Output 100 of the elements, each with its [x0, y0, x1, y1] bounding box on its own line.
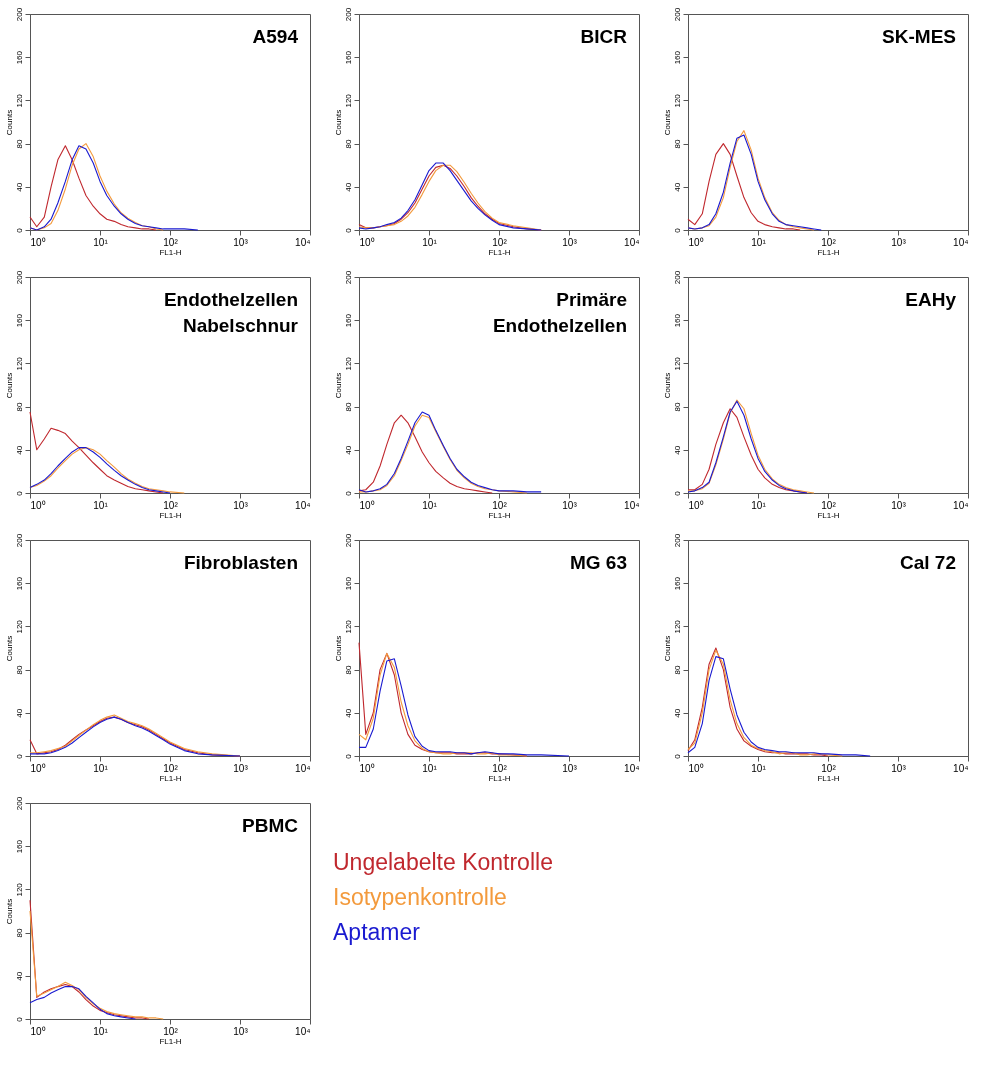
x-tick-label: 10⁴	[295, 1025, 311, 1037]
y-tick-label: 120	[14, 93, 24, 108]
x-tick-label: 10³	[233, 236, 249, 248]
y-tick-label: 80	[343, 402, 353, 412]
text: Aptamer	[333, 919, 421, 945]
x-tick-label: 10⁰	[30, 499, 46, 511]
y-tick-label: 40	[14, 708, 24, 718]
text: BICR	[580, 26, 628, 47]
x-tick-label: 10³	[891, 762, 907, 774]
y-tick-label: 80	[14, 665, 24, 675]
line-series	[687, 143, 801, 231]
y-axis-title: Counts	[4, 635, 14, 662]
y-tick-label: 160	[343, 576, 353, 591]
x-tick-label: 10⁴	[953, 499, 969, 511]
y-tick-label: 40	[14, 971, 24, 981]
y-tick-label: 80	[343, 665, 353, 675]
text: PBMC	[242, 815, 299, 836]
x-tick-label: 10⁰	[30, 236, 46, 248]
y-axis-title: Counts	[662, 372, 672, 399]
text: Endothelzellen Nabelschnur	[163, 289, 299, 336]
x-axis-title: FL1-H	[488, 510, 511, 520]
y-tick-label: 120	[672, 93, 682, 108]
x-tick-label: 10⁴	[624, 236, 640, 248]
line-series	[29, 411, 164, 494]
x-tick-label: 10¹	[422, 499, 438, 511]
text: SK-MES	[882, 26, 956, 47]
y-tick-label: 120	[14, 356, 24, 371]
y-tick-label: 200	[14, 796, 24, 811]
y-tick-label: 40	[14, 182, 24, 192]
text: Primäre Endothelzellen	[492, 289, 627, 336]
y-tick-label: 80	[14, 139, 24, 149]
x-axis-title: FL1-H	[817, 510, 840, 520]
y-axis-title: Counts	[4, 109, 14, 136]
x-tick-label: 10¹	[751, 499, 767, 511]
x-tick-label: 10²	[163, 499, 179, 511]
y-tick-label: 80	[343, 139, 353, 149]
y-tick-label: 0	[14, 753, 24, 759]
x-tick-label: 10¹	[93, 499, 109, 511]
x-axis-title: FL1-H	[488, 773, 511, 783]
x-tick-label: 10⁰	[359, 499, 375, 511]
text: Isotypenkontrolle	[333, 884, 507, 910]
x-tick-label: 10⁴	[624, 499, 640, 511]
x-tick-label: 10³	[562, 499, 578, 511]
y-tick-label: 200	[14, 533, 24, 548]
x-tick-label: 10⁰	[688, 499, 704, 511]
y-axis-title: Counts	[333, 372, 343, 399]
y-tick-label: 80	[14, 402, 24, 412]
x-tick-label: 10¹	[751, 762, 767, 774]
y-tick-label: 120	[343, 619, 353, 634]
y-tick-label: 160	[14, 576, 24, 591]
x-tick-label: 10⁴	[295, 762, 311, 774]
y-tick-label: 0	[672, 227, 682, 233]
y-axis-title: Counts	[333, 109, 343, 136]
y-tick-label: 80	[14, 928, 24, 938]
x-tick-label: 10²	[821, 236, 837, 248]
y-tick-label: 40	[343, 182, 353, 192]
y-tick-label: 80	[672, 665, 682, 675]
y-tick-label: 120	[14, 619, 24, 634]
x-axis-title: FL1-H	[488, 247, 511, 257]
y-tick-label: 40	[14, 445, 24, 455]
x-tick-label: 10⁰	[688, 236, 704, 248]
x-tick-label: 10¹	[751, 236, 767, 248]
x-tick-label: 10⁰	[688, 762, 704, 774]
y-tick-label: 160	[672, 576, 682, 591]
y-tick-label: 80	[672, 402, 682, 412]
x-tick-label: 10³	[891, 236, 907, 248]
x-tick-label: 10¹	[422, 236, 438, 248]
x-axis-title: FL1-H	[159, 1036, 182, 1046]
y-tick-label: 40	[343, 708, 353, 718]
x-tick-label: 10³	[562, 762, 578, 774]
y-axis-title: Counts	[662, 109, 672, 136]
x-tick-label: 10²	[821, 499, 837, 511]
y-tick-label: 160	[672, 313, 682, 328]
x-tick-label: 10⁰	[359, 762, 375, 774]
y-tick-label: 160	[672, 50, 682, 65]
x-tick-label: 10⁴	[953, 762, 969, 774]
x-tick-label: 10³	[233, 762, 249, 774]
x-tick-label: 10²	[821, 762, 837, 774]
y-tick-label: 0	[672, 490, 682, 496]
y-tick-label: 160	[14, 839, 24, 854]
y-tick-label: 120	[343, 356, 353, 371]
x-tick-label: 10¹	[93, 236, 109, 248]
y-tick-label: 200	[672, 7, 682, 22]
y-tick-label: 0	[14, 1016, 24, 1022]
text: EAHy	[905, 289, 957, 310]
y-tick-label: 200	[14, 7, 24, 22]
y-tick-label: 40	[343, 445, 353, 455]
y-tick-label: 40	[672, 182, 682, 192]
x-tick-label: 10²	[492, 762, 508, 774]
x-tick-label: 10¹	[422, 762, 438, 774]
x-tick-label: 10⁰	[359, 236, 375, 248]
y-tick-label: 160	[14, 313, 24, 328]
y-tick-label: 0	[14, 227, 24, 233]
text: MG 63	[569, 552, 627, 573]
x-tick-label: 10²	[492, 236, 508, 248]
text: Fibroblasten	[183, 552, 298, 573]
x-axis-title: FL1-H	[817, 773, 840, 783]
y-tick-label: 0	[343, 753, 353, 759]
y-tick-label: 200	[14, 270, 24, 285]
x-axis-title: FL1-H	[817, 247, 840, 257]
